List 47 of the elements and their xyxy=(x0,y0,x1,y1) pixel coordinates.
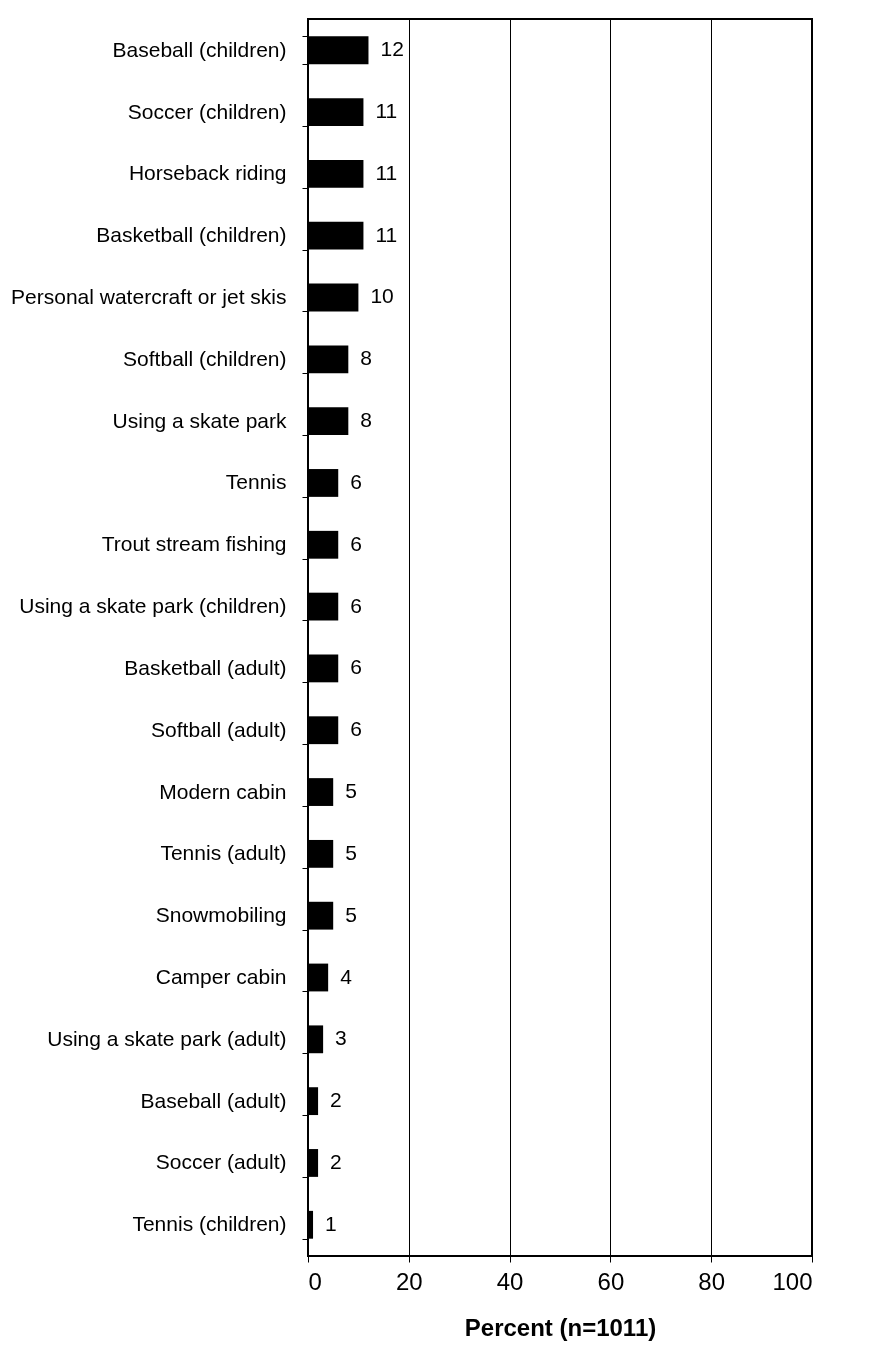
data-label: 6 xyxy=(350,717,362,741)
x-tick-label: 20 xyxy=(395,1267,423,1295)
y-tick-label: Tennis (adult) xyxy=(160,841,287,865)
y-tick-label: Trout stream fishing xyxy=(101,532,287,556)
x-tick-label: 60 xyxy=(597,1267,625,1295)
x-tick-label: 40 xyxy=(496,1267,524,1295)
y-tick-label: Baseball (adult) xyxy=(140,1088,287,1112)
data-label: 8 xyxy=(360,408,373,432)
y-tick-label: Softball (children) xyxy=(123,346,287,370)
data-label: 6 xyxy=(350,655,362,679)
x-tick-label: 80 xyxy=(698,1267,726,1295)
y-tick-label: Tennis (children) xyxy=(132,1212,287,1236)
y-tick-label: Using a skate park (adult) xyxy=(47,1026,287,1050)
data-label: 5 xyxy=(345,840,357,864)
x-tick-label: 0 xyxy=(308,1267,322,1295)
y-tick-label: Soccer (adult) xyxy=(155,1150,287,1174)
y-tick-label: Using a skate park xyxy=(112,408,287,432)
y-tick-label: Horseback riding xyxy=(128,161,287,185)
y-tick-label: Personal watercraft or jet skis xyxy=(11,284,287,308)
data-label: 6 xyxy=(350,469,362,493)
data-label: 8 xyxy=(360,346,373,370)
data-label: 1 xyxy=(325,1211,337,1235)
y-tick-label: Tennis xyxy=(225,470,287,494)
data-label: 11 xyxy=(375,99,398,123)
data-label: 10 xyxy=(370,284,394,308)
y-tick-label: Basketball (adult) xyxy=(124,655,287,679)
data-label: 6 xyxy=(350,593,362,617)
data-label: 6 xyxy=(350,531,362,555)
data-label: 4 xyxy=(340,964,353,988)
x-tick-label: 100 xyxy=(772,1267,813,1295)
data-label: 5 xyxy=(345,902,357,926)
y-tick-label: Snowmobiling xyxy=(155,903,287,927)
x-axis-title: Percent (n=1011) xyxy=(464,1313,657,1341)
data-label: 2 xyxy=(330,1088,342,1112)
data-label: 2 xyxy=(330,1149,342,1173)
data-label: 12 xyxy=(380,37,404,61)
y-tick-label: Using a skate park (children) xyxy=(19,594,287,618)
data-label: 5 xyxy=(345,779,357,803)
data-label: 11 xyxy=(375,160,398,184)
y-tick-label: Soccer (children) xyxy=(127,99,287,123)
y-tick-label: Modern cabin xyxy=(159,779,287,803)
y-tick-label: Camper cabin xyxy=(155,965,287,989)
y-tick-label: Softball (adult) xyxy=(151,717,287,741)
data-label: 11 xyxy=(375,222,398,246)
y-tick-label: Basketball (children) xyxy=(96,223,287,247)
data-label: 3 xyxy=(335,1026,347,1050)
y-tick-label: Baseball (children) xyxy=(112,37,287,61)
